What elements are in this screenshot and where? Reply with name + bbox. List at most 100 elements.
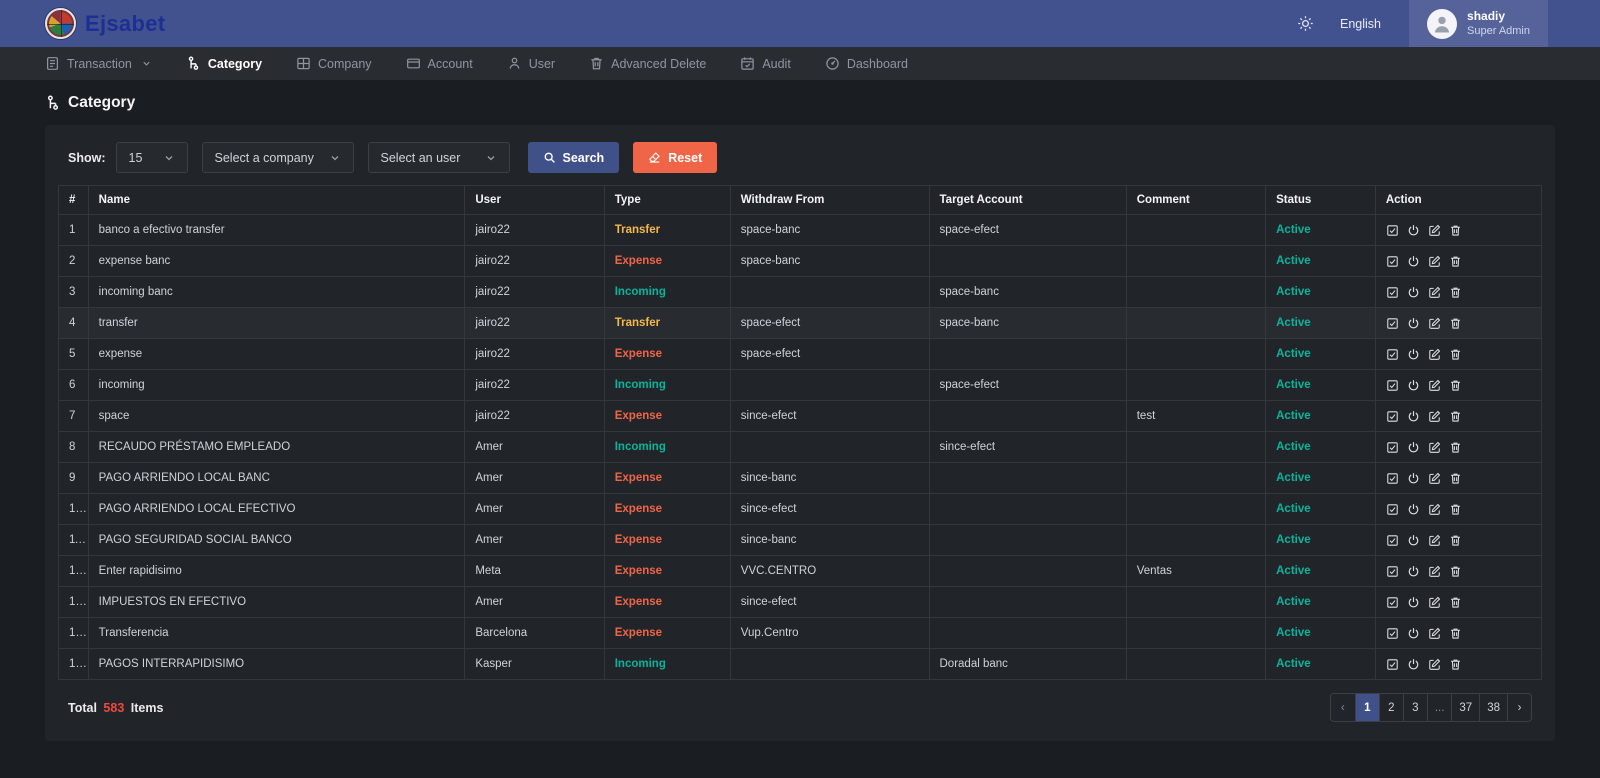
toggle-status-button[interactable] — [1407, 472, 1420, 485]
edit-button[interactable] — [1428, 596, 1441, 609]
edit-button[interactable] — [1428, 410, 1441, 423]
nav-item-category[interactable]: Category — [186, 56, 262, 71]
brand[interactable]: Ejsabet — [45, 8, 165, 39]
select-action-button[interactable] — [1386, 410, 1399, 423]
delete-button[interactable] — [1449, 286, 1462, 299]
delete-button[interactable] — [1449, 410, 1462, 423]
pagination-next[interactable]: › — [1507, 694, 1531, 721]
pagination-page-2[interactable]: 2 — [1378, 694, 1403, 721]
toggle-status-button[interactable] — [1407, 627, 1420, 640]
toggle-status-button[interactable] — [1407, 286, 1420, 299]
cell-type: Incoming — [603, 369, 731, 401]
delete-button[interactable] — [1449, 534, 1462, 547]
page-size-select[interactable]: 15 — [115, 142, 188, 173]
edit-button[interactable] — [1428, 441, 1441, 454]
delete-button[interactable] — [1449, 472, 1462, 485]
nav-item-label: Transaction — [67, 56, 132, 71]
edit-button[interactable] — [1428, 565, 1441, 578]
toggle-status-button[interactable] — [1407, 348, 1420, 361]
edit-button[interactable] — [1428, 255, 1441, 268]
select-action-button[interactable] — [1386, 472, 1399, 485]
toggle-status-button[interactable] — [1407, 255, 1420, 268]
delete-button[interactable] — [1449, 503, 1462, 516]
edit-button[interactable] — [1428, 286, 1441, 299]
delete-button[interactable] — [1449, 317, 1462, 330]
user-select[interactable]: Select an user — [367, 142, 510, 173]
table-row: 2 expense banc jairo22 Expense space-banc Act… — [58, 245, 1543, 277]
nav-item-advanced-delete[interactable]: Advanced Delete — [589, 56, 706, 71]
edit-button[interactable] — [1428, 534, 1441, 547]
pagination-page-38[interactable]: 38 — [1479, 694, 1507, 721]
toggle-status-button[interactable] — [1407, 441, 1420, 454]
edit-button[interactable] — [1428, 658, 1441, 671]
toggle-status-button[interactable] — [1407, 534, 1420, 547]
edit-button[interactable] — [1428, 503, 1441, 516]
select-action-button[interactable] — [1386, 503, 1399, 516]
delete-button[interactable] — [1449, 596, 1462, 609]
select-action-button[interactable] — [1386, 255, 1399, 268]
delete-button[interactable] — [1449, 441, 1462, 454]
select-action-button[interactable] — [1386, 441, 1399, 454]
pagination-prev[interactable]: ‹ — [1340, 701, 1345, 714]
toggle-status-button[interactable] — [1407, 379, 1420, 392]
edit-button[interactable] — [1428, 348, 1441, 361]
cell-action — [1374, 586, 1543, 618]
search-button[interactable]: Search — [527, 142, 620, 173]
user-role: Super Admin — [1467, 25, 1530, 37]
cell-withdraw-from: VVC.CENTRO — [729, 555, 930, 587]
toggle-status-button[interactable] — [1407, 317, 1420, 330]
delete-button[interactable] — [1449, 255, 1462, 268]
select-action-button[interactable] — [1386, 565, 1399, 578]
column-header-name: Name — [87, 185, 466, 215]
select-action-button[interactable] — [1386, 596, 1399, 609]
select-action-button[interactable] — [1386, 379, 1399, 392]
select-action-button[interactable] — [1386, 224, 1399, 237]
toggle-status-button[interactable] — [1407, 596, 1420, 609]
select-action-button[interactable] — [1386, 286, 1399, 299]
delete-button[interactable] — [1449, 379, 1462, 392]
cell-comment: test — [1125, 400, 1267, 432]
toggle-status-button[interactable] — [1407, 503, 1420, 516]
column-header-withdraw-from: Withdraw From — [729, 185, 930, 215]
toggle-status-button[interactable] — [1407, 565, 1420, 578]
select-action-button[interactable] — [1386, 534, 1399, 547]
sun-icon[interactable] — [1297, 15, 1314, 32]
pagination-page-3[interactable]: 3 — [1402, 694, 1427, 721]
nav-item-transaction[interactable]: Transaction — [45, 56, 152, 71]
nav-item-company[interactable]: Company — [296, 56, 372, 71]
nav-item-user[interactable]: User — [507, 56, 555, 71]
toggle-status-button[interactable] — [1407, 410, 1420, 423]
toggle-status-button[interactable] — [1407, 658, 1420, 671]
pagination-page-37[interactable]: 37 — [1451, 694, 1479, 721]
edit-button[interactable] — [1428, 317, 1441, 330]
edit-button[interactable] — [1428, 224, 1441, 237]
select-action-button[interactable] — [1386, 658, 1399, 671]
cell-comment — [1125, 524, 1267, 556]
edit-button[interactable] — [1428, 379, 1441, 392]
row-number: 7 — [58, 400, 89, 432]
select-action-button[interactable] — [1386, 317, 1399, 330]
delete-button[interactable] — [1449, 627, 1462, 640]
nav-item-account[interactable]: Account — [406, 56, 473, 71]
cell-target-account — [928, 400, 1127, 432]
select-action-button[interactable] — [1386, 627, 1399, 640]
edit-button[interactable] — [1428, 472, 1441, 485]
delete-button[interactable] — [1449, 224, 1462, 237]
cell-withdraw-from — [729, 369, 930, 401]
delete-button[interactable] — [1449, 348, 1462, 361]
delete-button[interactable] — [1449, 658, 1462, 671]
user-menu[interactable]: shadiy Super Admin — [1409, 0, 1548, 47]
row-number: 10 — [58, 493, 89, 525]
edit-button[interactable] — [1428, 627, 1441, 640]
status-badge: Active — [1276, 627, 1311, 639]
toggle-status-button[interactable] — [1407, 224, 1420, 237]
company-select[interactable]: Select a company — [201, 142, 354, 173]
delete-button[interactable] — [1449, 565, 1462, 578]
nav-item-dashboard[interactable]: Dashboard — [825, 56, 908, 71]
pagination-page-1[interactable]: 1 — [1354, 694, 1379, 721]
cell-status: Active — [1265, 431, 1376, 463]
select-action-button[interactable] — [1386, 348, 1399, 361]
nav-item-audit[interactable]: Audit — [740, 56, 791, 71]
language-selector[interactable]: English — [1340, 16, 1382, 31]
reset-button[interactable]: Reset — [633, 142, 718, 173]
